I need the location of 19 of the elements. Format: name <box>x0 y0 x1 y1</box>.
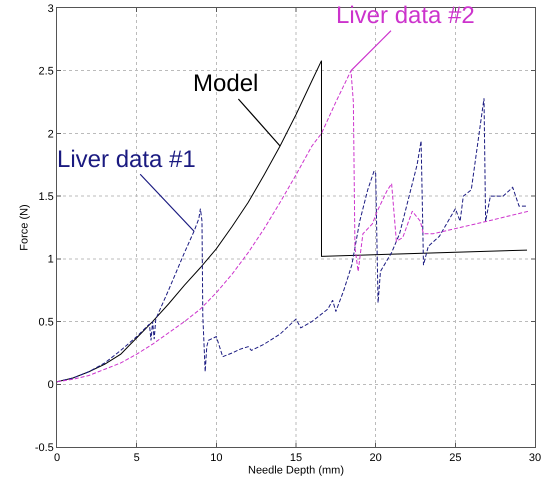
series-label: Model <box>193 70 258 97</box>
series-label: Liver data #1 <box>57 146 196 173</box>
y-axis-title: Force (N) <box>18 204 30 251</box>
y-tick-label: 1.5 <box>38 190 54 203</box>
x-tick-label: 30 <box>528 452 542 464</box>
y-tick-label: 3 <box>48 2 54 15</box>
y-tick-label: 1 <box>48 254 54 266</box>
y-tick-label: -0.5 <box>34 442 54 454</box>
y-tick-label: 2.5 <box>38 66 54 78</box>
x-tick-label: 25 <box>449 452 462 464</box>
x-tick-label: 15 <box>290 452 302 464</box>
y-tick-label: 2 <box>48 128 54 140</box>
x-tick-label: 5 <box>134 452 140 464</box>
y-tick-label: 0.5 <box>38 316 54 328</box>
x-axis-title: Needle Depth (mm) <box>248 464 344 476</box>
x-tick-label: 10 <box>210 452 222 464</box>
x-tick-label: 20 <box>370 452 382 464</box>
series-label: Liver data #2 <box>336 2 475 29</box>
y-tick-label: 0 <box>48 379 54 392</box>
